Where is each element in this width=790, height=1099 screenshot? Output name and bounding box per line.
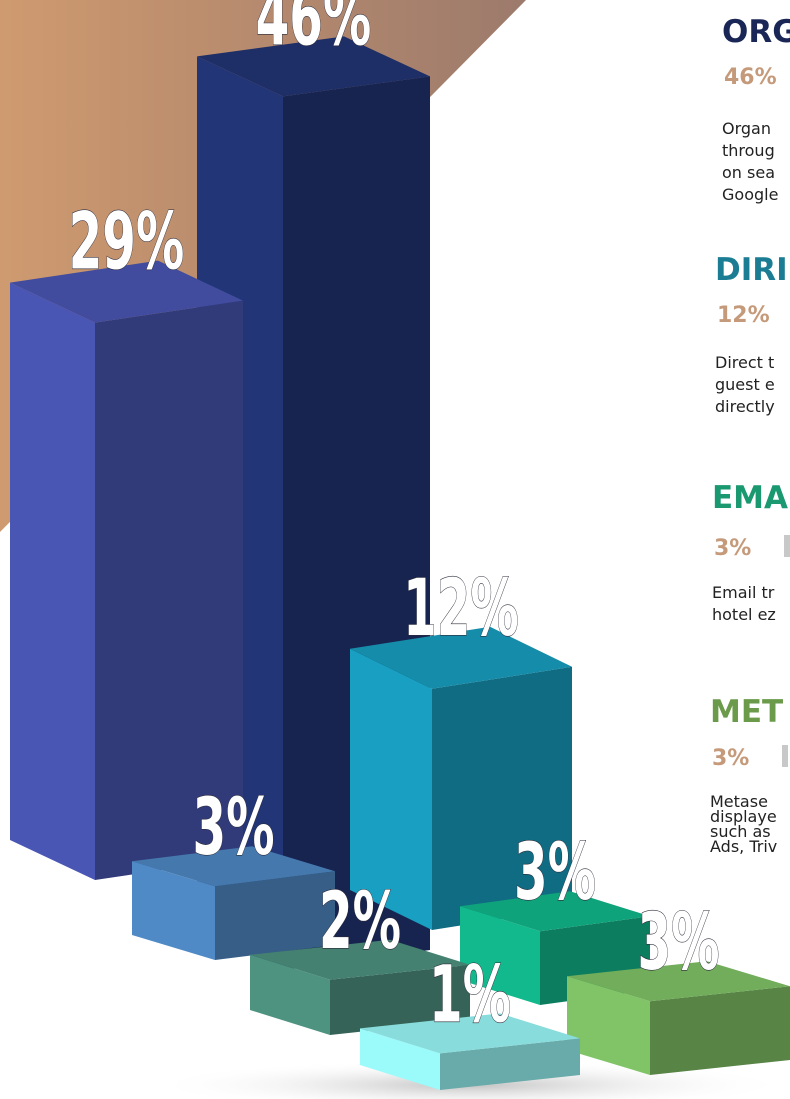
value-label: 46%	[256, 0, 372, 64]
section-text: displaye	[710, 807, 777, 826]
bar: 3%	[567, 898, 790, 1075]
section-stat: 3%	[712, 746, 749, 771]
bar: 3%	[460, 828, 650, 1005]
section-text: directly	[715, 397, 775, 416]
bar-right-face	[432, 666, 572, 930]
value-label: 29%	[69, 198, 185, 288]
section-text: on sea	[722, 163, 775, 182]
bar-top-face	[132, 846, 335, 887]
value-label: 12%	[403, 564, 519, 654]
bar-top-face	[197, 36, 430, 97]
bar: 12%	[350, 563, 572, 930]
section-text: guest e	[715, 375, 775, 394]
section-stat: 3%	[714, 536, 751, 561]
bar-right-face	[330, 964, 470, 1035]
bar: 3%	[132, 783, 335, 960]
bar-left-face	[360, 1028, 440, 1090]
separator	[782, 745, 788, 767]
section-text: Metase	[710, 792, 768, 811]
section-text: throug	[722, 141, 775, 160]
section-text: Email tr	[712, 583, 775, 602]
section-text: Direct t	[715, 353, 774, 372]
bars: 46%29%12%3% 3%2% 3%1%	[10, 0, 790, 1090]
section-text: Google	[722, 185, 778, 204]
bar-left-face	[567, 976, 650, 1075]
bar-left-face	[460, 906, 540, 1005]
section-title: MET	[710, 694, 783, 730]
section-text: Ads, Triv	[710, 837, 777, 856]
value-label: 3%	[192, 783, 274, 873]
section-text: hotel ez	[712, 605, 776, 624]
bar-top-face	[360, 1013, 580, 1054]
section-title: ORG	[722, 14, 790, 50]
bar-right-face	[440, 1038, 580, 1090]
bar-left-face	[250, 954, 330, 1035]
section-text: such as	[710, 822, 771, 841]
section-text: Organ	[722, 119, 771, 138]
bar-left-face	[10, 282, 95, 881]
bar-top-face	[567, 961, 790, 1002]
bar-top-face	[350, 626, 572, 689]
section-stat: 12%	[717, 303, 770, 328]
bar-left-face	[132, 861, 215, 960]
section-title: EMA	[712, 480, 788, 516]
bar-top-face	[250, 939, 470, 980]
bar: 1%	[360, 950, 580, 1090]
bar-right-face	[95, 300, 243, 881]
section-title: DIRI	[715, 252, 788, 288]
bar: 2%	[250, 876, 470, 1035]
value-label: 1%	[429, 950, 511, 1040]
bar-top-face	[10, 260, 243, 323]
text-panel: ORG 46% Organ throug on sea Google DIRI 12% Dire…	[710, 14, 790, 856]
bar-left-face	[350, 648, 432, 930]
bar-right-face	[650, 986, 790, 1075]
value-label: 2%	[319, 877, 401, 967]
bar-right-face	[215, 871, 335, 960]
bar-top-face	[460, 891, 650, 932]
separator	[784, 535, 790, 557]
bar: 29%	[10, 197, 243, 881]
value-label: 3%	[514, 828, 596, 918]
value-label: 3%	[637, 898, 719, 988]
section-stat: 46%	[724, 65, 777, 90]
